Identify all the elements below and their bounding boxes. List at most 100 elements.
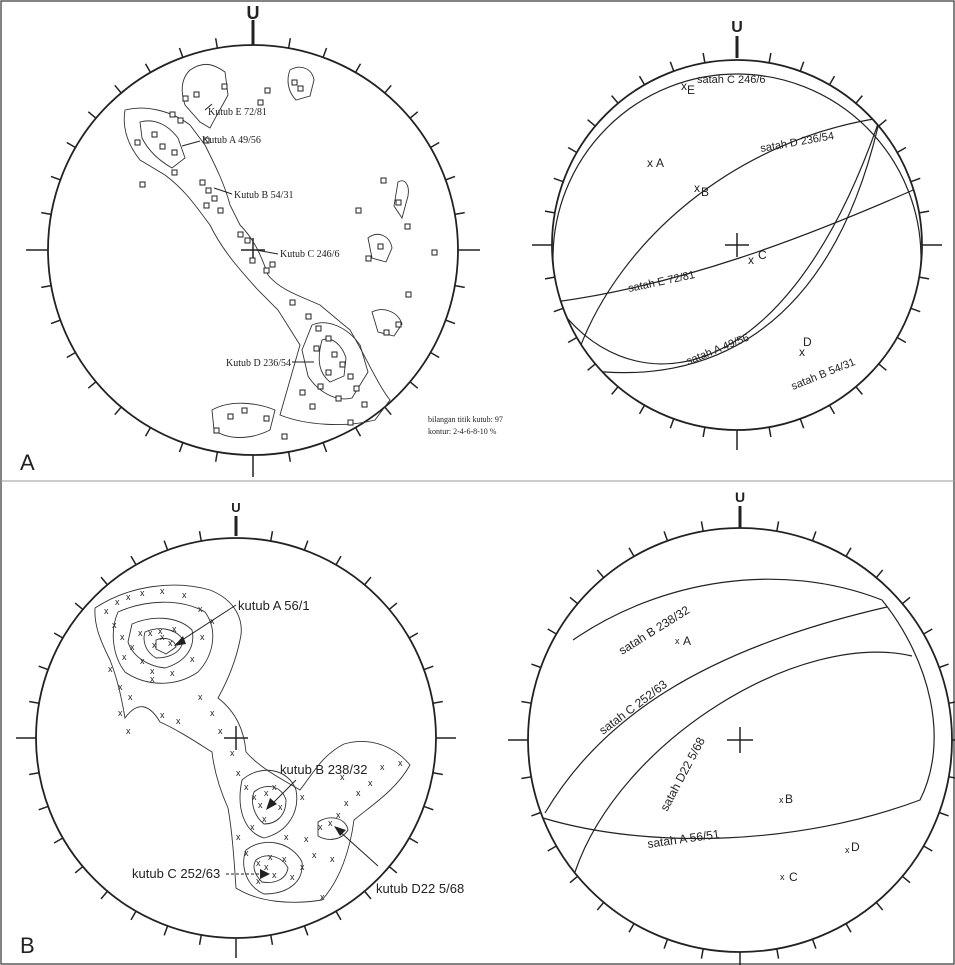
pole-marker [325,369,332,376]
pole-marker: x [160,586,165,596]
pole-marker: x [300,792,305,802]
perimeter-tick [702,52,706,63]
perimeter-tick [29,700,40,705]
perimeter-tick [53,837,64,844]
pole-marker: x [140,588,145,598]
pole-marker: x [356,788,361,798]
density-contour [181,63,229,129]
pole-marker [171,149,178,156]
perimeter-tick [948,701,955,704]
pole-marker: x [258,800,263,810]
perimeter-tick [363,890,372,900]
perimeter-tick [114,406,122,416]
perimeter-tick [269,531,274,542]
plane-label-a: satah A 56/51 [646,827,720,851]
pole-marker-d: x [845,845,850,855]
pole-marker [257,99,264,106]
stereonet-a-planes: U x E x A x B x C x D satah C 246/6 sata… [532,19,942,450]
pole-marker: x [104,606,109,616]
perimeter-tick [423,805,434,811]
density-contour [367,234,393,263]
perimeter-tick [669,61,675,72]
perimeter-tick [531,663,542,669]
perimeter-tick [384,406,392,416]
pole-marker: x [344,798,349,808]
perimeter-tick [587,119,596,127]
perimeter-tick [66,141,76,149]
pole-marker [263,415,270,422]
pole-marker: x [198,604,203,614]
density-contour [393,180,409,220]
perimeter-tick [611,95,619,104]
density-contour [317,817,349,840]
perimeter-tick [214,451,219,462]
pole-marker: x [278,802,283,812]
perimeter-tick [74,602,84,611]
pole-marker: x [118,708,123,718]
perimeter-tick [611,386,619,395]
great-circle-c [544,606,888,814]
density-contour [112,601,214,684]
pole-marker [211,195,218,202]
pole-marker-c: x [748,253,754,267]
contour-note: kontur: 2-4-6-8-10 % [428,427,497,436]
pole-marker: x [340,772,345,782]
perimeter-tick [178,47,184,58]
perimeter-tick [432,771,443,776]
pole-marker: x [122,652,127,662]
perimeter-tick [569,596,579,605]
pole-marker [395,321,402,328]
pole-marker [289,299,296,306]
perimeter-tick [700,521,704,532]
perimeter-tick [669,418,675,429]
perimeter-tick [87,381,97,389]
tick-marks [26,38,480,477]
pole-marker [177,117,184,124]
pole-marker: x [318,822,323,832]
pole-marker [182,95,189,102]
pole-marker-b: x [779,795,784,805]
pole-marker: x [272,870,277,880]
perimeter-tick [363,576,372,586]
pole-marker [205,187,212,194]
perimeter-tick [130,910,137,921]
perimeter-tick [430,141,440,149]
perimeter-tick [878,119,887,127]
perimeter-tick [553,307,564,313]
pole-marker [395,199,402,206]
pole-marker [159,143,166,150]
density-contour [252,785,287,825]
pole-marker: x [244,782,249,792]
pole-marker [377,243,384,250]
perimeter-tick [547,628,557,635]
pole-marker: x [330,854,335,864]
perimeter-tick [553,177,564,183]
pole-marker: x [262,814,267,824]
label-leader [181,140,201,147]
perimeter-tick [408,837,419,844]
arrowhead [260,869,270,879]
perimeter-tick [100,890,109,900]
pole-marker: x [210,708,215,718]
pole-marker [237,231,244,238]
perimeter-tick [638,75,646,86]
perimeter-tick [663,938,669,949]
perimeter-tick [828,404,836,415]
perimeter-tick [896,336,907,344]
pole-marker [193,91,200,98]
perimeter-tick [596,901,605,911]
pole-marker [305,313,312,320]
perimeter-tick [114,84,122,94]
label-leader [255,249,279,255]
great-circle-a [584,117,881,374]
label-leader [175,604,237,645]
perimeter-tick [521,700,532,704]
arrowhead [334,826,346,836]
perimeter-tick [875,901,884,911]
perimeter-tick [445,319,456,325]
pole-marker [431,249,438,256]
density-contour [371,309,403,337]
pole-marker [383,329,390,336]
perimeter-tick [287,451,292,462]
